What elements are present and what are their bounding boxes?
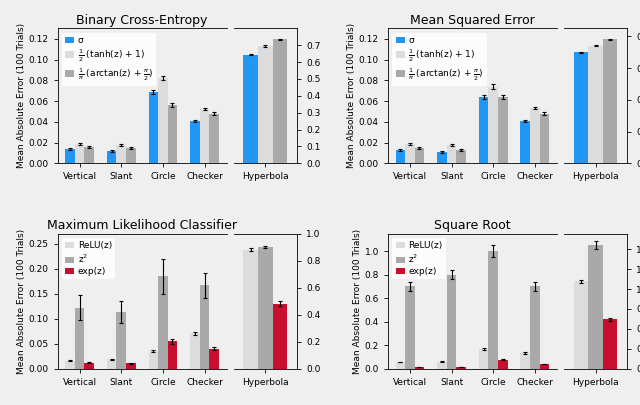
Bar [447, 275, 456, 369]
Bar [437, 362, 447, 369]
Bar [116, 145, 126, 163]
Bar [84, 362, 94, 369]
Bar [573, 52, 588, 163]
Bar [273, 39, 287, 163]
Bar [116, 312, 126, 369]
Title: Maximum Likelihood Classifier: Maximum Likelihood Classifier [47, 220, 237, 232]
Bar [415, 367, 424, 369]
Y-axis label: Mean Absolute Error (100 Trials): Mean Absolute Error (100 Trials) [353, 228, 362, 373]
Bar [200, 109, 209, 163]
Bar [168, 341, 177, 369]
Bar [498, 360, 508, 369]
Bar [148, 351, 158, 369]
Bar [158, 78, 168, 163]
Bar [530, 108, 540, 163]
Bar [415, 148, 424, 163]
Bar [396, 362, 405, 369]
Bar [396, 150, 405, 163]
Bar [148, 92, 158, 163]
Bar [273, 304, 287, 369]
Bar [65, 149, 75, 163]
Bar [520, 121, 530, 163]
Title: Square Root: Square Root [434, 220, 511, 232]
Bar [243, 250, 258, 369]
Bar [65, 360, 75, 369]
Y-axis label: Mean Absolute Error (100 Trials): Mean Absolute Error (100 Trials) [17, 23, 26, 168]
Bar [540, 113, 549, 163]
Bar [126, 148, 136, 163]
Bar [405, 144, 415, 163]
Bar [158, 276, 168, 369]
Bar [456, 150, 466, 163]
Bar [258, 46, 273, 163]
Bar [447, 145, 456, 163]
Bar [437, 152, 447, 163]
Bar [168, 105, 177, 163]
Bar [200, 285, 209, 369]
Bar [520, 353, 530, 369]
Bar [209, 113, 219, 163]
Legend: ReLU(z), z$^2$, exp(z): ReLU(z), z$^2$, exp(z) [62, 238, 115, 279]
Bar [488, 87, 498, 163]
Bar [126, 363, 136, 369]
Bar [530, 286, 540, 369]
Bar [258, 247, 273, 369]
Bar [107, 151, 116, 163]
Y-axis label: Mean Absolute Error (100 Trials): Mean Absolute Error (100 Trials) [17, 228, 26, 373]
Bar [84, 147, 94, 163]
Legend: σ, $\frac{1}{2}$ (tanh(z) + 1), $\frac{1}{\pi}$ (arctan(z) + $\frac{\pi}{2}$): σ, $\frac{1}{2}$ (tanh(z) + 1), $\frac{1… [392, 33, 486, 86]
Bar [75, 307, 84, 369]
Title: Binary Cross-Entropy: Binary Cross-Entropy [76, 14, 208, 27]
Bar [405, 286, 415, 369]
Bar [488, 251, 498, 369]
Bar [479, 97, 488, 163]
Bar [603, 39, 618, 163]
Bar [540, 364, 549, 369]
Y-axis label: Mean Absolute Error (100 Trials): Mean Absolute Error (100 Trials) [347, 23, 356, 168]
Bar [75, 144, 84, 163]
Bar [588, 245, 603, 369]
Bar [190, 121, 200, 163]
Bar [209, 349, 219, 369]
Bar [456, 367, 466, 369]
Legend: ReLU(z), z$^2$, exp(z): ReLU(z), z$^2$, exp(z) [392, 238, 445, 279]
Legend: σ, $\frac{1}{2}$ (tanh(z) + 1), $\frac{1}{\pi}$ (arctan(z) + $\frac{\pi}{2}$): σ, $\frac{1}{2}$ (tanh(z) + 1), $\frac{1… [62, 33, 156, 86]
Bar [603, 319, 618, 369]
Bar [243, 55, 258, 163]
Bar [107, 359, 116, 369]
Bar [479, 349, 488, 369]
Title: Mean Squared Error: Mean Squared Error [410, 14, 535, 27]
Bar [573, 281, 588, 369]
Bar [190, 333, 200, 369]
Bar [588, 46, 603, 163]
Bar [498, 97, 508, 163]
